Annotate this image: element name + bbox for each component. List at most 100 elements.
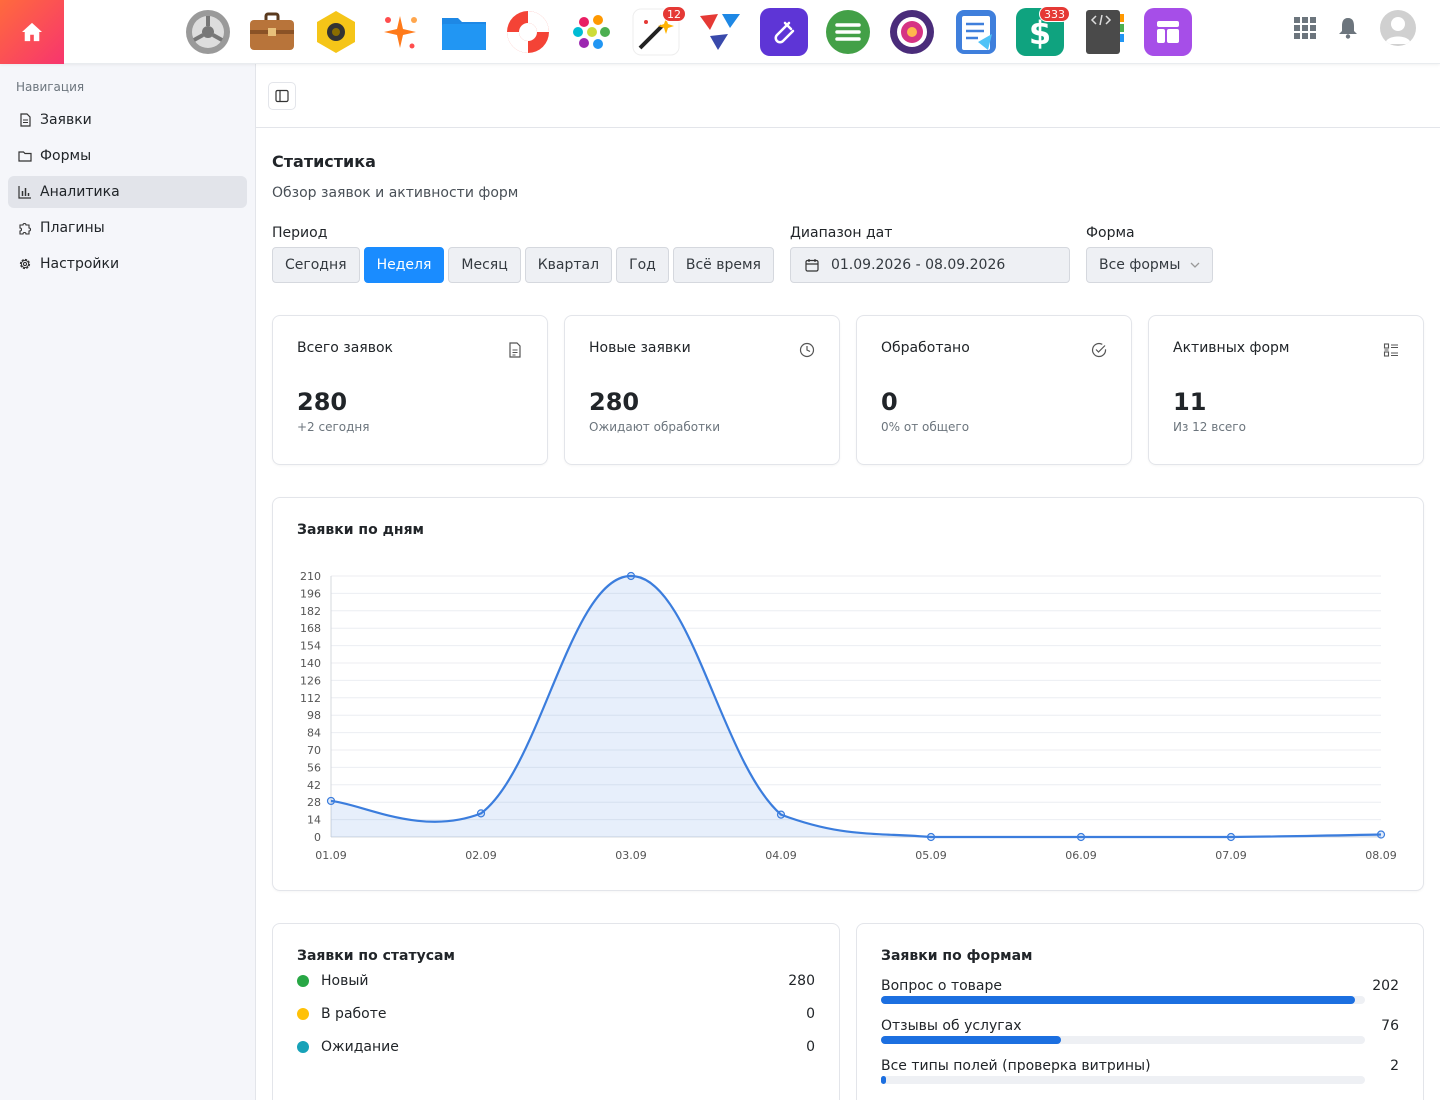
period-all-time-button[interactable]: Всё время [672,247,774,283]
sidebar-toggle-button[interactable] [268,82,296,110]
y-tick-label: 126 [300,674,321,687]
data-point [626,571,636,581]
photo-app-icon[interactable] [888,8,936,56]
bar-chart-icon [18,186,31,199]
user-avatar[interactable] [1380,10,1416,46]
stat-note: 0% от общего [881,420,970,434]
tasks-app-icon[interactable] [952,8,1000,56]
stat-value: 280 [589,388,640,416]
planes-app-icon[interactable] [696,8,744,56]
status-name: Ожидание [321,1038,399,1055]
sidebar-toggle-icon [275,89,289,103]
period-week-button[interactable]: Неделя [363,247,445,283]
clip-app-icon[interactable] [760,8,808,56]
main-toolbar [256,64,1440,128]
form-count: 202 [1372,978,1399,994]
magic-app-icon[interactable]: 12 [632,6,686,56]
data-point [1376,830,1386,839]
sidebar-item-analytics[interactable]: Аналитика [8,176,247,208]
data-point [776,810,786,819]
stat-note: +2 сегодня [297,420,370,434]
page-subtitle: Обзор заявок и активности форм [272,185,519,201]
form-name: Вопрос о товаре [881,978,1002,994]
sparkle-app-icon[interactable] [376,8,424,56]
stat-title: Новые заявки [589,340,691,356]
sidebar-item-requests[interactable]: Заявки [8,104,247,136]
period-month-button[interactable]: Месяц [448,247,521,283]
data-point [326,796,336,806]
form-count: 76 [1381,1018,1399,1034]
y-tick-label: 28 [307,796,321,809]
stat-title: Обработано [881,340,970,356]
date-range-filter: Диапазон дат 01.09.2026 - 08.09.2026 [789,225,1070,283]
stat-card-new: Новые заявки 280 Ожидают обработки [564,315,840,465]
home-button[interactable] [0,0,64,64]
bell-icon[interactable] [1338,17,1358,39]
status-row-waiting: Ожидание 0 [297,1030,815,1063]
filters: Период Сегодня Неделя Месяц Квартал Год … [272,225,1424,283]
stat-note: Ожидают обработки [589,420,721,434]
x-tick-label: 08.09 [1365,849,1397,862]
status-card: Заявки по статусам Новый 280 В работе 0 … [272,923,840,1100]
y-tick-label: 0 [314,831,321,844]
apps-grid-icon[interactable] [1294,17,1316,39]
sidebar-item-plugins[interactable]: Плагины [8,212,247,244]
y-tick-label: 154 [300,640,321,653]
x-tick-label: 04.09 [765,849,797,862]
date-range-value: 01.09.2026 - 08.09.2026 [830,257,1006,273]
chart-title: Заявки по дням [297,522,425,538]
folder-icon [18,151,32,162]
date-range-input[interactable]: 01.09.2026 - 08.09.2026 [789,247,1070,283]
form-select[interactable]: Все формы [1085,247,1214,283]
code-app-icon[interactable] [1080,8,1128,56]
y-tick-label: 140 [300,657,321,670]
files-app-icon[interactable] [440,8,488,56]
money-app-icon[interactable]: $ 333 [1016,6,1070,56]
svg-text:$: $ [1029,14,1051,50]
gear-icon [19,258,31,270]
y-tick-label: 98 [307,709,321,722]
form-row: Вопрос о товаре 202 [881,978,1399,1004]
form-select-value: Все формы [1098,257,1181,273]
x-tick-label: 05.09 [915,849,947,862]
data-point [476,809,486,818]
y-tick-label: 70 [307,744,321,757]
widgets-app-icon[interactable] [1144,8,1192,56]
chevron-down-icon [1190,262,1200,268]
calendar-icon [805,259,819,272]
camera-app-icon[interactable] [312,8,360,56]
stat-card-processed: Обработано 0 0% от общего [856,315,1132,465]
series-area [331,575,1381,837]
form-label: Форма [1085,225,1135,241]
y-tick-label: 56 [307,761,321,774]
period-quarter-button[interactable]: Квартал [524,247,613,283]
data-point [1076,832,1086,842]
list-icon [1383,343,1398,357]
period-today-button[interactable]: Сегодня [272,247,360,283]
sidebar-item-forms[interactable]: Формы [8,140,247,172]
daily-requests-chart-card: Заявки по дням 0 14 28 42 56 70 84 98 112 126 140 1… [272,497,1424,891]
status-dot [297,1040,309,1053]
y-tick-label: 182 [300,605,321,618]
settings-app-icon[interactable] [184,8,232,56]
forms-card-title: Заявки по формам [881,948,1033,964]
status-count: 280 [788,972,815,989]
data-point [1226,832,1236,842]
form-bar-fill [881,996,1356,1004]
briefcase-app-icon[interactable] [248,8,296,56]
x-tick-label: 03.09 [615,849,647,862]
x-tick-label: 02.09 [465,849,497,862]
stat-title: Всего заявок [297,340,394,356]
help-app-icon[interactable] [504,8,552,56]
page-title: Статистика [272,152,376,171]
color-app-icon[interactable] [568,8,616,56]
status-card-title: Заявки по статусам [297,948,455,964]
stat-card-active-forms: Активных форм 11 Из 12 всего [1148,315,1424,465]
magic-app-badge: 12 [662,6,686,22]
sidebar-item-settings[interactable]: Настройки [8,248,247,280]
y-tick-label: 196 [300,587,321,600]
menu-app-icon[interactable] [824,8,872,56]
check-circle-icon [1091,342,1107,358]
status-name: Новый [321,972,369,989]
period-year-button[interactable]: Год [616,247,669,283]
